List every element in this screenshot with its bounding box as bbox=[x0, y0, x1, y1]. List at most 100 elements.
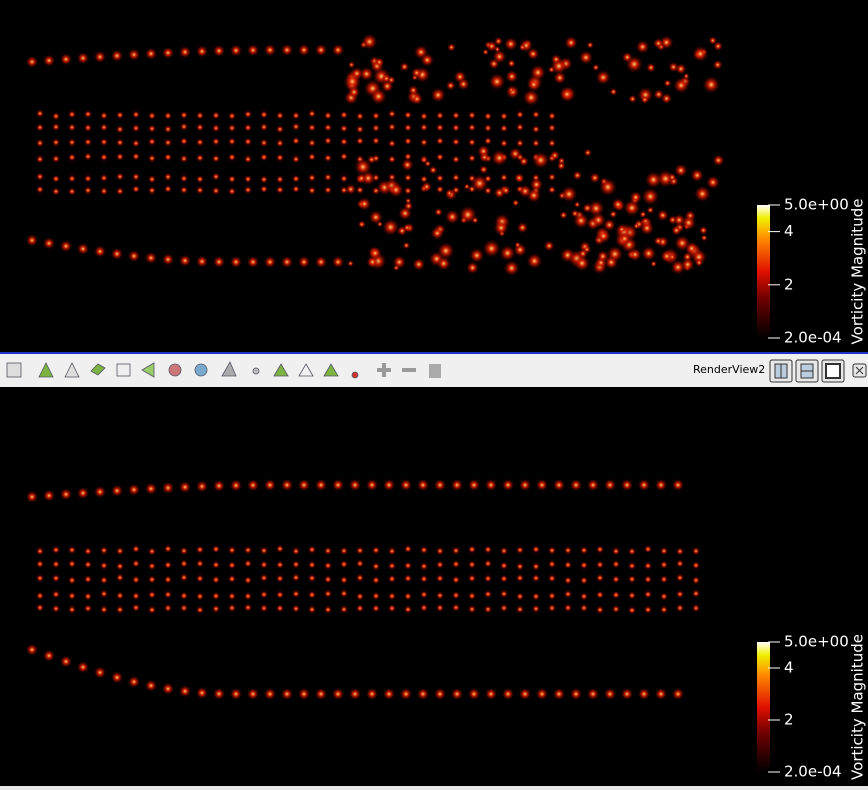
vortex bbox=[640, 221, 654, 236]
vortex bbox=[708, 36, 718, 45]
vortex bbox=[52, 574, 60, 583]
tool-button[interactable] bbox=[323, 363, 339, 377]
tool-button[interactable] bbox=[298, 363, 314, 377]
vortex bbox=[132, 124, 140, 133]
vortex bbox=[196, 138, 204, 147]
tool-button[interactable] bbox=[273, 363, 289, 377]
colorbar-tick-label: 2 bbox=[784, 275, 794, 293]
tool-button[interactable] bbox=[38, 362, 54, 378]
vortex bbox=[447, 43, 456, 52]
vortex bbox=[673, 213, 686, 227]
vortex bbox=[434, 208, 443, 217]
vortex bbox=[315, 256, 327, 268]
tool-button[interactable] bbox=[168, 363, 182, 377]
vortex bbox=[400, 479, 412, 491]
vortex bbox=[84, 547, 92, 556]
tool-button[interactable] bbox=[402, 368, 416, 372]
vortex bbox=[132, 185, 140, 194]
vortex bbox=[667, 173, 677, 182]
vortex bbox=[516, 574, 524, 583]
vortex bbox=[132, 172, 140, 181]
vortex bbox=[196, 175, 204, 184]
view-name: RenderView2 bbox=[693, 363, 766, 376]
vortex bbox=[315, 688, 327, 700]
vortex bbox=[676, 573, 684, 582]
vortex bbox=[621, 51, 633, 63]
render-view[interactable]: 5.0e+00 4 2 2.0e-04 Vorticity Magnitude bbox=[0, 387, 868, 786]
vortex bbox=[420, 545, 428, 554]
vortex bbox=[445, 209, 460, 225]
vortex bbox=[596, 250, 609, 263]
vortex bbox=[260, 590, 268, 599]
vortex bbox=[671, 225, 682, 236]
vortex bbox=[388, 109, 396, 118]
vortex bbox=[356, 604, 364, 613]
vortex bbox=[356, 592, 364, 601]
tool-button[interactable] bbox=[90, 363, 106, 376]
tool-button[interactable] bbox=[141, 362, 155, 378]
tool-button[interactable] bbox=[382, 363, 386, 377]
vortex bbox=[564, 576, 572, 585]
vortex bbox=[26, 234, 38, 247]
vortex bbox=[368, 246, 382, 260]
vortex bbox=[366, 479, 378, 491]
tool-button[interactable] bbox=[194, 363, 208, 377]
vortex bbox=[516, 123, 524, 132]
vortex bbox=[180, 185, 188, 194]
vortex bbox=[276, 560, 284, 569]
tool-button[interactable] bbox=[64, 362, 80, 378]
vortex bbox=[694, 258, 704, 267]
vortex bbox=[230, 479, 242, 492]
vortex bbox=[612, 547, 620, 556]
vortex bbox=[116, 125, 124, 134]
vortex bbox=[644, 575, 652, 584]
vortex bbox=[356, 546, 364, 555]
vortex bbox=[145, 482, 157, 495]
tool-button[interactable] bbox=[351, 371, 359, 379]
vortex bbox=[502, 479, 514, 491]
colorbar bbox=[757, 642, 770, 772]
vortex bbox=[670, 259, 686, 275]
vortex bbox=[68, 605, 76, 614]
tool-button[interactable] bbox=[429, 364, 441, 378]
vortex bbox=[132, 139, 140, 148]
vortex bbox=[68, 576, 76, 585]
vortex bbox=[52, 174, 60, 183]
vortex bbox=[596, 545, 604, 554]
vortex bbox=[332, 256, 344, 268]
tool-button[interactable] bbox=[252, 367, 260, 375]
vortex bbox=[668, 253, 676, 261]
vortex bbox=[500, 546, 508, 555]
vortex bbox=[692, 576, 700, 585]
vortex bbox=[437, 242, 455, 260]
vortex bbox=[128, 483, 140, 496]
vortex bbox=[68, 545, 76, 554]
vortex bbox=[308, 590, 316, 599]
vortex bbox=[452, 111, 460, 120]
vortex bbox=[212, 575, 220, 584]
vortex bbox=[116, 152, 124, 161]
vortex bbox=[260, 546, 268, 555]
vortex bbox=[468, 479, 480, 491]
vortex bbox=[500, 589, 508, 598]
vortex bbox=[412, 257, 426, 271]
vortex bbox=[518, 156, 529, 167]
vortex bbox=[276, 175, 284, 184]
tool-button[interactable] bbox=[221, 361, 237, 377]
vortex bbox=[100, 187, 108, 196]
vortex bbox=[532, 592, 540, 601]
status-bar bbox=[0, 786, 868, 790]
vortex bbox=[116, 591, 124, 600]
vortex bbox=[260, 138, 268, 147]
vortex bbox=[388, 561, 396, 570]
vortex bbox=[247, 688, 259, 700]
tool-button[interactable] bbox=[116, 363, 131, 377]
vortex bbox=[228, 153, 236, 162]
vortex bbox=[264, 688, 276, 700]
render-view[interactable]: 5.0e+00 4 2 2.0e-04 Vorticity Magnitude bbox=[0, 0, 868, 351]
vortex bbox=[84, 186, 92, 195]
vortex bbox=[164, 153, 172, 162]
tool-button[interactable] bbox=[6, 362, 22, 378]
vortex bbox=[298, 256, 310, 268]
toolbar-icons bbox=[6, 361, 441, 379]
